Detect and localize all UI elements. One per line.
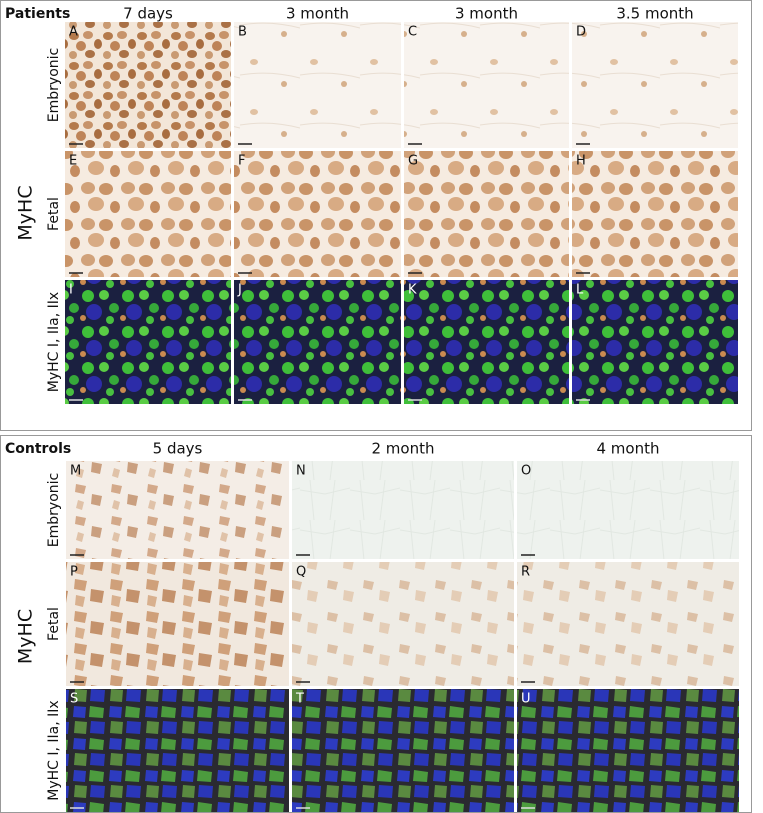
column-header: 4 month (597, 440, 660, 458)
panel-letter: E (69, 154, 77, 169)
panel-letter: B (238, 25, 247, 40)
axis-label: MyHC (15, 609, 37, 664)
micrograph-panel (517, 689, 739, 812)
panel-letter: G (408, 154, 418, 169)
micrograph-panel (234, 22, 401, 148)
column-header: 3 month (455, 5, 518, 23)
row-label: Fetal (46, 197, 62, 231)
row-label: Fetal (46, 607, 62, 641)
micrograph-panel (66, 689, 289, 812)
micrograph-panel (234, 151, 401, 277)
column-header: 7 days (123, 5, 173, 23)
section-frame (0, 0, 752, 431)
axis-label: MyHC (15, 185, 37, 240)
micrograph-panel (517, 562, 739, 686)
panel-letter: K (408, 283, 417, 298)
micrograph-panel (404, 280, 569, 404)
micrograph-panel (234, 280, 401, 404)
section-title: Patients (5, 6, 70, 22)
panel-letter: J (237, 283, 242, 298)
micrograph-panel (65, 22, 231, 148)
micrograph-panel (572, 280, 738, 404)
micrograph-panel (404, 151, 569, 277)
micrograph-panel (292, 689, 514, 812)
micrograph-panel (65, 280, 231, 404)
panel-letter: U (521, 692, 531, 707)
micrograph-panel (517, 461, 739, 559)
micrograph-panel (292, 562, 514, 686)
panel-letter: F (238, 154, 245, 169)
column-header: 3 month (286, 5, 349, 23)
panel-letter: M (70, 464, 81, 479)
micrograph-panel (572, 22, 738, 148)
micrograph-panel (292, 461, 514, 559)
micrograph-panel (66, 461, 289, 559)
column-header: 3.5 month (616, 5, 693, 23)
panel-letter: H (576, 154, 586, 169)
column-header: 2 month (372, 440, 435, 458)
row-label: Embryonic (46, 48, 62, 122)
row-label: Embryonic (46, 473, 62, 547)
panel-letter: L (576, 283, 584, 298)
column-header: 5 days (153, 440, 203, 458)
row-label: MyHC I, IIa, IIx (46, 700, 62, 800)
panel-letter: P (70, 565, 78, 580)
panel-letter: Q (296, 565, 306, 580)
micrograph-panel (66, 562, 289, 686)
micrograph-panel (65, 151, 231, 277)
panel-letter: N (296, 464, 306, 479)
panel-letter: C (408, 25, 417, 40)
row-label: MyHC I, IIa, IIx (46, 292, 62, 392)
panel-letter: R (521, 565, 530, 580)
panel-letter: T (295, 692, 304, 707)
micrograph-panel (572, 151, 738, 277)
section-title: Controls (5, 441, 71, 457)
panel-letter: I (69, 283, 73, 298)
panel-letter: O (521, 464, 531, 479)
panel-letter: S (70, 692, 78, 707)
panel-letter: A (69, 25, 78, 40)
panel-letter: D (576, 25, 586, 40)
micrograph-panel (404, 22, 569, 148)
